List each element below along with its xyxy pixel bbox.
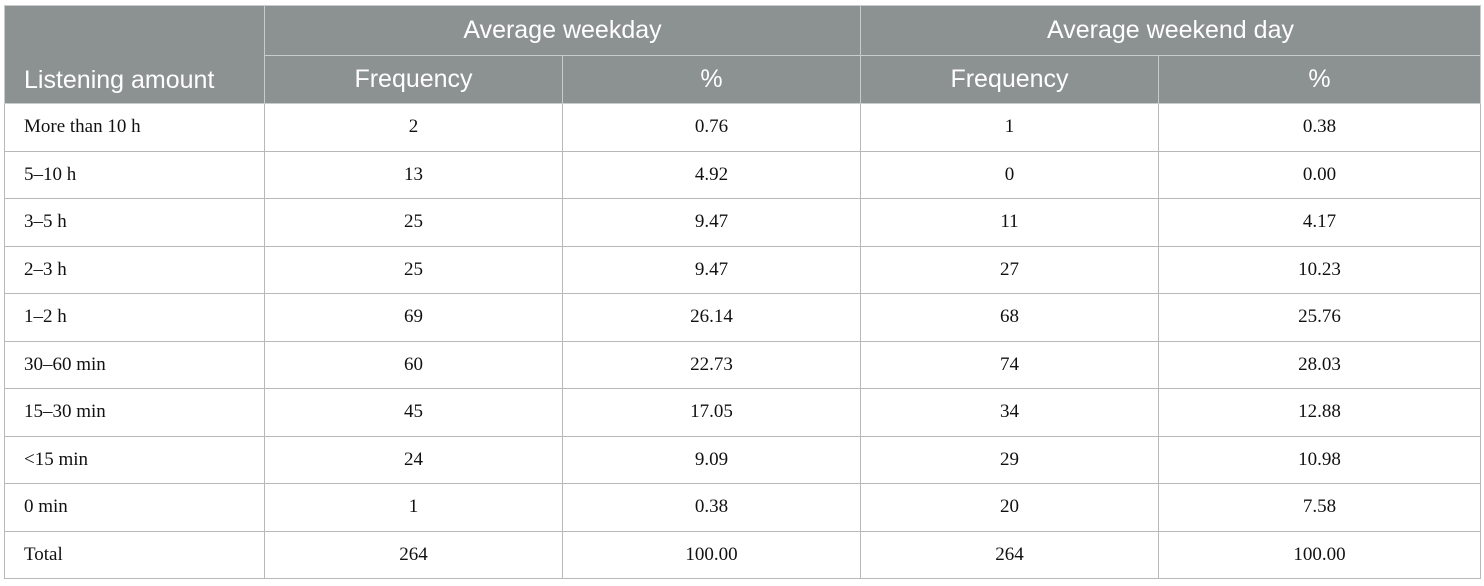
row-label: 30–60 min <box>4 340 265 389</box>
table-body: More than 10 h 2 0.76 1 0.38 5–10 h 13 4.92 0 0.0… <box>4 103 1481 579</box>
cell-weekend-frequency: 1 <box>860 103 1159 152</box>
cell-weekday-percent: 26.14 <box>562 293 861 342</box>
cell-weekend-frequency: 68 <box>860 293 1159 342</box>
stub-header: Listening amount <box>4 5 265 104</box>
cell-weekday-percent: 0.76 <box>562 103 861 152</box>
subheader-weekend-frequency: Frequency <box>860 55 1159 104</box>
table-row: 0 min 1 0.38 20 7.58 <box>4 483 1481 532</box>
cell-weekend-frequency: 29 <box>860 435 1159 484</box>
cell-weekday-percent: 9.09 <box>562 435 861 484</box>
cell-weekend-percent: 10.98 <box>1158 435 1481 484</box>
cell-weekday-frequency: 45 <box>264 388 563 437</box>
cell-weekday-percent: 17.05 <box>562 388 861 437</box>
cell-weekend-frequency: 0 <box>860 150 1159 199</box>
cell-weekday-frequency: 1 <box>264 483 563 532</box>
row-label: 1–2 h <box>4 293 265 342</box>
row-label: 2–3 h <box>4 245 265 294</box>
row-label: 3–5 h <box>4 198 265 247</box>
cell-weekend-percent: 7.58 <box>1158 483 1481 532</box>
table-row: 1–2 h 69 26.14 68 25.76 <box>4 293 1481 342</box>
cell-weekend-percent: 0.00 <box>1158 150 1481 199</box>
table-container: Listening amount Average weekday Average… <box>4 5 1481 579</box>
cell-weekend-percent: 100.00 <box>1158 530 1481 579</box>
table-row: <15 min 24 9.09 29 10.98 <box>4 435 1481 484</box>
header-row-groups: Listening amount Average weekday Average… <box>4 5 1481 104</box>
group-header-weekend: Average weekend day <box>860 5 1481 56</box>
subheader-weekday-percent: % <box>562 55 861 104</box>
cell-weekday-frequency: 24 <box>264 435 563 484</box>
row-label: 0 min <box>4 483 265 532</box>
cell-weekday-percent: 9.47 <box>562 245 861 294</box>
cell-weekday-frequency: 69 <box>264 293 563 342</box>
table-row: 2–3 h 25 9.47 27 10.23 <box>4 245 1481 294</box>
cell-weekend-frequency: 34 <box>860 388 1159 437</box>
table-row: More than 10 h 2 0.76 1 0.38 <box>4 103 1481 152</box>
table-row: 3–5 h 25 9.47 11 4.17 <box>4 198 1481 247</box>
cell-weekend-frequency: 74 <box>860 340 1159 389</box>
cell-weekend-percent: 4.17 <box>1158 198 1481 247</box>
row-label: 15–30 min <box>4 388 265 437</box>
cell-weekend-percent: 0.38 <box>1158 103 1481 152</box>
cell-weekday-frequency: 264 <box>264 530 563 579</box>
listening-amount-table: Listening amount Average weekday Average… <box>4 5 1481 579</box>
table-row: Total 264 100.00 264 100.00 <box>4 530 1481 579</box>
group-header-weekday: Average weekday <box>264 5 861 56</box>
cell-weekend-frequency: 20 <box>860 483 1159 532</box>
row-label: Total <box>4 530 265 579</box>
cell-weekend-frequency: 264 <box>860 530 1159 579</box>
cell-weekday-frequency: 60 <box>264 340 563 389</box>
cell-weekday-percent: 4.92 <box>562 150 861 199</box>
table-row: 30–60 min 60 22.73 74 28.03 <box>4 340 1481 389</box>
table-row: 5–10 h 13 4.92 0 0.00 <box>4 150 1481 199</box>
subheader-weekend-percent: % <box>1158 55 1481 104</box>
cell-weekday-frequency: 25 <box>264 198 563 247</box>
cell-weekday-frequency: 13 <box>264 150 563 199</box>
cell-weekend-percent: 12.88 <box>1158 388 1481 437</box>
cell-weekday-percent: 100.00 <box>562 530 861 579</box>
cell-weekday-percent: 0.38 <box>562 483 861 532</box>
cell-weekend-percent: 25.76 <box>1158 293 1481 342</box>
row-label: <15 min <box>4 435 265 484</box>
cell-weekend-percent: 28.03 <box>1158 340 1481 389</box>
row-label: 5–10 h <box>4 150 265 199</box>
cell-weekend-frequency: 11 <box>860 198 1159 247</box>
table-header: Listening amount Average weekday Average… <box>4 5 1481 104</box>
cell-weekday-frequency: 2 <box>264 103 563 152</box>
row-label: More than 10 h <box>4 103 265 152</box>
table-row: 15–30 min 45 17.05 34 12.88 <box>4 388 1481 437</box>
cell-weekend-frequency: 27 <box>860 245 1159 294</box>
cell-weekday-percent: 9.47 <box>562 198 861 247</box>
header-row-subheaders: Frequency % Frequency % <box>5 55 1481 104</box>
cell-weekday-percent: 22.73 <box>562 340 861 389</box>
subheader-weekday-frequency: Frequency <box>264 55 563 104</box>
cell-weekend-percent: 10.23 <box>1158 245 1481 294</box>
cell-weekday-frequency: 25 <box>264 245 563 294</box>
